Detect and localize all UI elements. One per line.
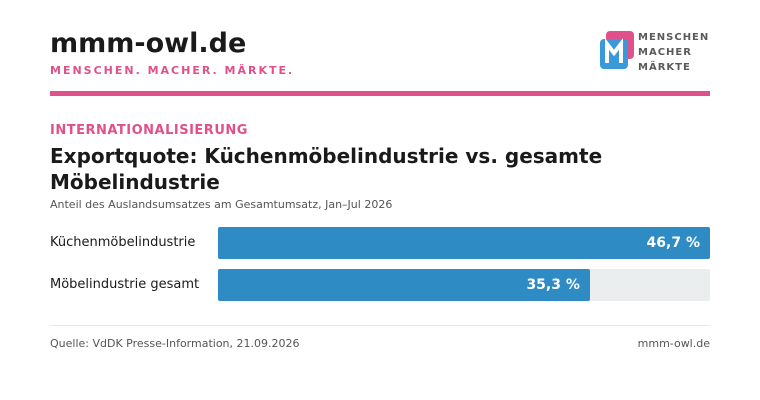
bar[interactable]: 46,7 %: [218, 227, 710, 259]
footer-divider: [50, 325, 710, 326]
logo-m-icon: [600, 31, 634, 69]
kicker: INTERNATIONALISIERUNG: [50, 123, 248, 138]
bar-value-label: 46,7 %: [646, 235, 700, 251]
logo-line: MACHER: [638, 47, 692, 58]
logo[interactable]: MENSCHEN MACHER MÄRKTE: [600, 30, 710, 73]
logo-line: MENSCHEN: [638, 32, 710, 43]
bar-track: 46,7 %: [218, 227, 710, 259]
bar-value-label: 35,3 %: [526, 277, 580, 293]
bar-category-label: Küchenmöbelindustrie: [50, 235, 196, 250]
logo-line: MÄRKTE: [638, 62, 691, 73]
chart-title: Exportquote: Küchenmöbelindustrie vs. ge…: [50, 144, 603, 194]
bar[interactable]: 35,3 %: [218, 269, 590, 301]
site-title[interactable]: mmm-owl.de: [50, 28, 247, 59]
header: mmm-owl.de MENSCHEN. MACHER. MÄRKTE. MEN…: [50, 28, 710, 78]
source-note: Quelle: VdDK Presse-Information, 21.09.2…: [50, 337, 300, 350]
chart-subtitle: Anteil des Auslandsumsatzes am Gesamtums…: [50, 198, 393, 211]
bar-category-label: Möbelindustrie gesamt: [50, 277, 200, 292]
bar-chart: Küchenmöbelindustrie 46,7 % Möbelindustrie…: [50, 227, 710, 307]
header-rule: [50, 91, 710, 96]
logo-text: MENSCHEN MACHER MÄRKTE: [638, 30, 709, 75]
bar-track: 35,3 %: [218, 269, 710, 301]
footer-site-link[interactable]: mmm-owl.de: [637, 337, 710, 350]
tagline: MENSCHEN. MACHER. MÄRKTE.: [50, 64, 295, 77]
